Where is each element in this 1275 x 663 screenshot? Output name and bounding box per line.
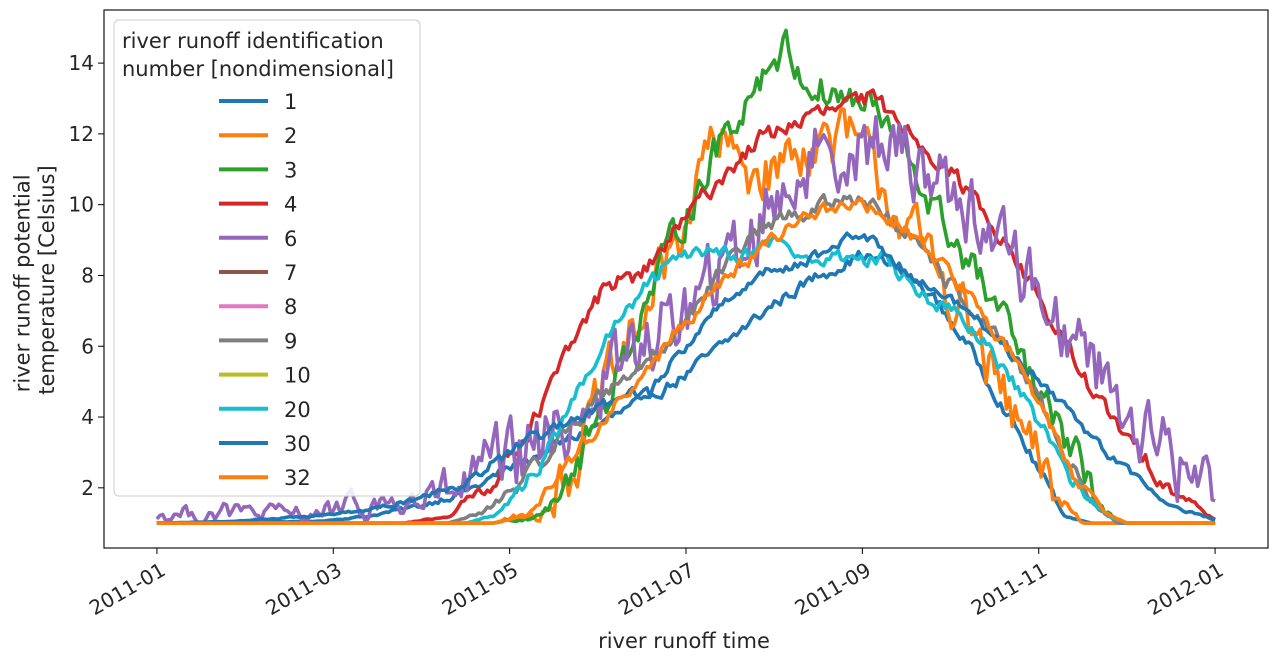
x-tick-label: 2011-03 (261, 558, 345, 621)
y-tick-label: 8 (81, 263, 94, 287)
x-axis-label: river runoff time (598, 629, 770, 653)
legend-label-10: 10 (284, 364, 311, 388)
y-axis-label-line-2: temperature [Celsius] (35, 165, 59, 395)
y-axis-label: river runoff potential temperature [Cels… (11, 165, 59, 395)
legend: river runoff identification number [nondi… (113, 19, 421, 497)
x-tick-label: 2011-09 (790, 558, 874, 621)
legend-label-9: 9 (284, 329, 297, 353)
x-tick-label: 2011-05 (438, 558, 522, 621)
x-tick-label: 2011-11 (967, 558, 1051, 621)
x-tick-label: 2012-01 (1143, 558, 1227, 621)
legend-title-line: river runoff identification (122, 29, 384, 53)
legend-title-line: number [nondimensional] (122, 57, 394, 81)
legend-label-8: 8 (284, 295, 297, 319)
series-line-30 (156, 231, 1216, 525)
legend-label-30: 30 (284, 432, 311, 456)
series-line-32 (156, 196, 1216, 525)
legend-label-20: 20 (284, 398, 311, 422)
legend-label-2: 2 (284, 124, 297, 148)
x-tick-label: 2011-07 (614, 558, 698, 621)
series-line-6 (155, 115, 1216, 525)
legend-box (113, 19, 421, 497)
y-tick-label: 10 (69, 193, 94, 217)
x-tick-label: 2011-01 (85, 558, 169, 621)
y-tick-label: 6 (81, 334, 94, 358)
y-tick-label: 2 (81, 476, 94, 500)
legend-label-4: 4 (284, 193, 297, 217)
legend-label-7: 7 (284, 261, 297, 285)
series-layer (155, 28, 1217, 525)
legend-label-1: 1 (284, 90, 297, 114)
y-tick-label: 14 (69, 51, 94, 75)
legend-label-6: 6 (284, 227, 297, 251)
y-tick-label: 12 (69, 122, 94, 146)
legend-label-32: 32 (284, 466, 311, 490)
y-tick-label: 4 (81, 405, 94, 429)
legend-label-3: 3 (284, 158, 297, 182)
y-axis-label-line-1: river runoff potential (11, 174, 35, 392)
